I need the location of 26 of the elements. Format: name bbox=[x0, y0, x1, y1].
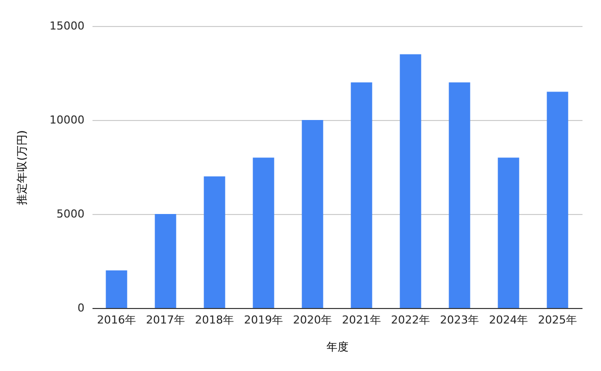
y-axis-title: 推定年収(万円) bbox=[16, 130, 29, 205]
bar bbox=[154, 214, 176, 308]
bar bbox=[302, 120, 324, 308]
bar bbox=[498, 158, 520, 308]
bar bbox=[204, 176, 226, 308]
x-tick-label: 2024年 bbox=[489, 314, 528, 326]
x-tick-label: 2020年 bbox=[293, 314, 332, 326]
y-tick-label: 10000 bbox=[50, 114, 84, 126]
x-tick-label: 2019年 bbox=[244, 314, 283, 326]
y-tick-label: 15000 bbox=[50, 20, 84, 32]
x-tick-label: 2023年 bbox=[440, 314, 479, 326]
x-tick-label: 2021年 bbox=[342, 314, 381, 326]
x-tick-label: 2022年 bbox=[391, 314, 430, 326]
bar bbox=[106, 270, 128, 308]
bar bbox=[400, 54, 422, 308]
bar bbox=[546, 92, 568, 308]
bar bbox=[350, 82, 372, 308]
x-tick-label: 2025年 bbox=[538, 314, 577, 326]
x-axis-title: 年度 bbox=[326, 340, 348, 354]
y-tick-label: 0 bbox=[78, 302, 84, 314]
y-tick-label: 5000 bbox=[56, 208, 84, 220]
x-tick-label: 2017年 bbox=[146, 314, 185, 326]
x-tick-label: 2016年 bbox=[97, 314, 136, 326]
bar bbox=[252, 158, 274, 308]
bar bbox=[448, 82, 470, 308]
x-tick-label: 2018年 bbox=[195, 314, 234, 326]
